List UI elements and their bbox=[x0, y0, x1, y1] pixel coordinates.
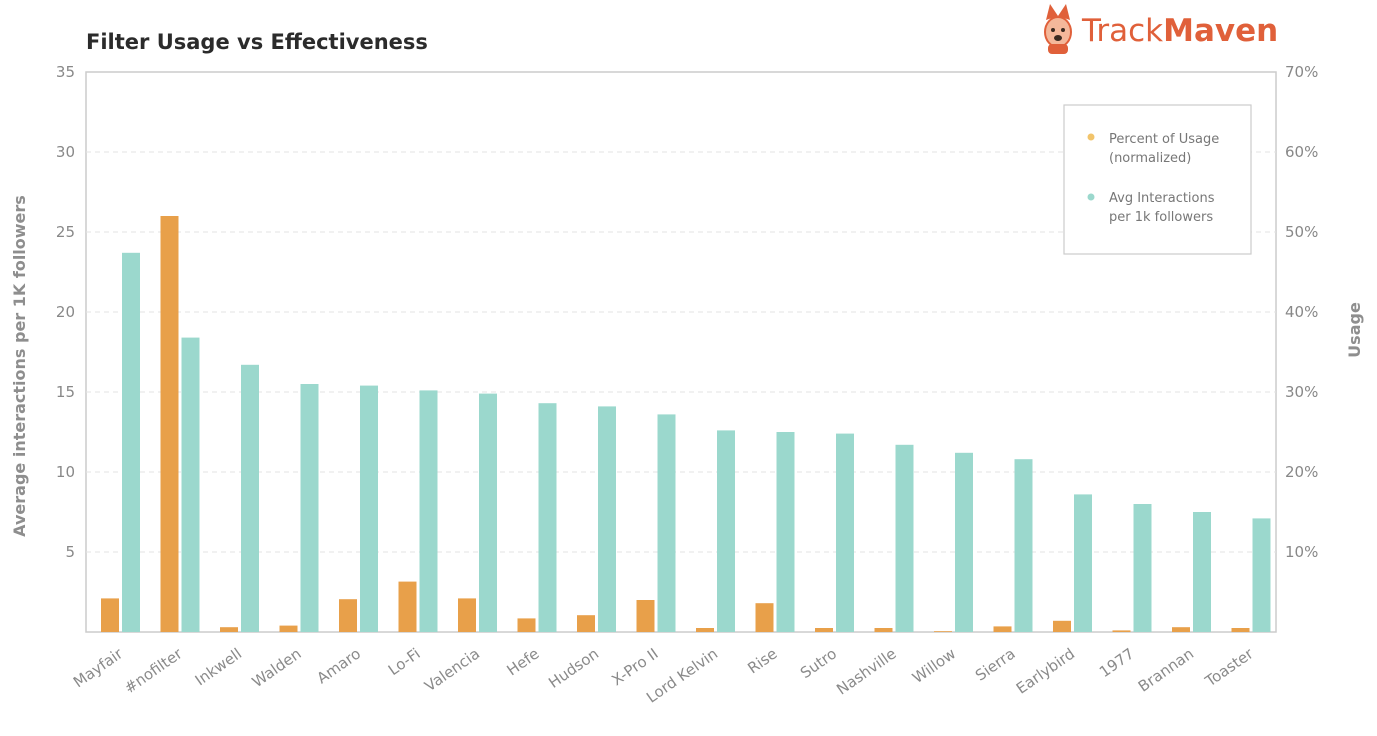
bar-usage bbox=[160, 216, 179, 632]
bar-interactions bbox=[419, 390, 438, 632]
category-label: Toaster bbox=[1201, 644, 1257, 691]
category-label: Inkwell bbox=[192, 645, 245, 690]
right-axis-ticks: 10% 20% 30% 40% 50% 60% 70% bbox=[1285, 63, 1318, 561]
right-tick-label: 60% bbox=[1285, 143, 1318, 161]
legend: Percent of Usage (normalized) Avg Intera… bbox=[1063, 104, 1252, 255]
category-label: Sutro bbox=[797, 645, 840, 683]
right-tick-label: 50% bbox=[1285, 223, 1318, 241]
category-label: Brannan bbox=[1135, 645, 1197, 696]
category-label: X-Pro II bbox=[608, 645, 661, 690]
bar-usage bbox=[1112, 630, 1131, 632]
legend-label-interactions: Avg Interactions per 1k followers bbox=[1109, 191, 1219, 225]
bar-usage bbox=[1172, 627, 1190, 632]
bar-usage bbox=[577, 615, 595, 632]
bar-usage bbox=[1231, 628, 1250, 632]
brand-name: TrackMaven bbox=[1081, 13, 1278, 49]
bar-usage bbox=[755, 603, 774, 632]
bar-interactions bbox=[1193, 512, 1211, 632]
right-tick-label: 40% bbox=[1285, 303, 1318, 321]
category-label: Valencia bbox=[421, 645, 483, 696]
bar-usage bbox=[279, 625, 298, 632]
category-label: #nofilter bbox=[121, 644, 186, 697]
left-tick-label: 10 bbox=[56, 463, 75, 481]
bar-usage bbox=[458, 598, 476, 632]
category-label: Mayfair bbox=[70, 644, 127, 691]
chart-title: Filter Usage vs Effectiveness bbox=[86, 30, 428, 54]
bar-usage bbox=[636, 600, 655, 632]
bar-usage bbox=[874, 628, 893, 632]
bar-usage bbox=[696, 628, 714, 632]
bars bbox=[101, 216, 1271, 633]
category-label: Lo-Fi bbox=[385, 645, 424, 680]
category-labels: Mayfair#nofilter Inkwell Walden Amaro Lo-FiV… bbox=[70, 644, 1257, 707]
bar-interactions bbox=[895, 444, 914, 632]
right-tick-label: 30% bbox=[1285, 383, 1318, 401]
bar-interactions bbox=[836, 433, 854, 632]
category-label: Rise bbox=[744, 645, 780, 678]
left-axis-title: Average interactions per 1K followers bbox=[10, 195, 29, 537]
category-label: Hudson bbox=[545, 645, 602, 692]
bar-usage bbox=[815, 628, 833, 632]
bar-interactions bbox=[181, 337, 200, 632]
right-tick-label: 20% bbox=[1285, 463, 1318, 481]
bar-interactions bbox=[360, 385, 378, 632]
legend-label-usage: Percent of Usage (normalized) bbox=[1109, 132, 1223, 166]
right-tick-label: 10% bbox=[1285, 543, 1318, 561]
category-label: Hefe bbox=[504, 645, 543, 680]
category-label: Willow bbox=[909, 645, 959, 688]
right-axis-title: Usage bbox=[1345, 302, 1364, 358]
bar-interactions bbox=[1074, 494, 1092, 632]
right-tick-label: 70% bbox=[1285, 63, 1318, 81]
bar-usage bbox=[517, 618, 536, 632]
bar-usage bbox=[1053, 620, 1071, 632]
left-tick-label: 30 bbox=[56, 143, 75, 161]
bar-interactions bbox=[657, 414, 676, 632]
bar-interactions bbox=[1133, 504, 1152, 632]
bar-interactions bbox=[598, 406, 616, 632]
legend-box bbox=[1063, 104, 1252, 255]
bar-interactions bbox=[717, 430, 735, 632]
category-label: Sierra bbox=[972, 645, 1019, 685]
brand-logo: TrackMaven bbox=[1044, 4, 1278, 54]
bar-usage bbox=[993, 626, 1012, 632]
left-axis-ticks: 5 10 15 20 25 30 35 bbox=[56, 63, 75, 561]
category-label: Walden bbox=[249, 645, 305, 692]
bar-usage bbox=[398, 581, 417, 632]
bar-usage bbox=[101, 598, 119, 632]
left-tick-label: 20 bbox=[56, 303, 75, 321]
bar-usage bbox=[339, 599, 357, 632]
bar-usage bbox=[220, 627, 238, 632]
category-label: 1977 bbox=[1096, 645, 1138, 682]
left-tick-label: 5 bbox=[65, 543, 75, 561]
bar-interactions bbox=[122, 252, 140, 633]
bar-interactions bbox=[479, 393, 497, 632]
left-tick-label: 15 bbox=[56, 383, 75, 401]
category-label: Nashville bbox=[833, 645, 899, 699]
bar-interactions bbox=[241, 364, 259, 632]
bar-interactions bbox=[1252, 518, 1271, 632]
bar-interactions bbox=[538, 403, 557, 632]
corgi-dog-icon bbox=[1044, 4, 1072, 54]
category-label: Amaro bbox=[314, 645, 365, 688]
legend-swatch-usage bbox=[1087, 133, 1095, 141]
bar-interactions bbox=[300, 384, 319, 632]
bar-interactions bbox=[1014, 459, 1033, 632]
legend-swatch-interactions bbox=[1087, 193, 1095, 201]
bar-usage bbox=[934, 631, 952, 632]
category-label: Earlybird bbox=[1013, 645, 1078, 698]
bar-interactions bbox=[955, 452, 973, 632]
bar-interactions bbox=[776, 432, 795, 632]
left-tick-label: 35 bbox=[56, 63, 75, 81]
plot-area bbox=[85, 71, 1277, 633]
left-tick-label: 25 bbox=[56, 223, 75, 241]
